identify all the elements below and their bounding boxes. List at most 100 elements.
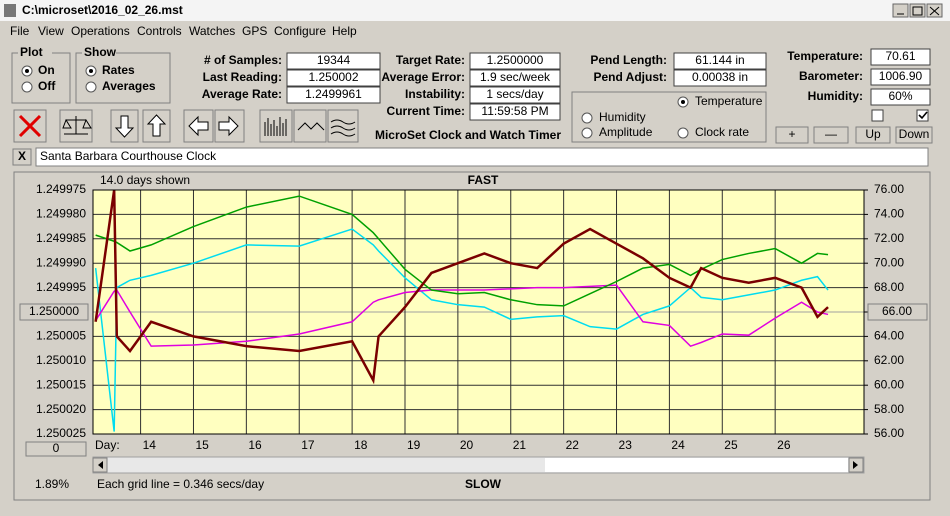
field-value: 1.250002	[308, 70, 358, 84]
field-label: Last Reading:	[203, 70, 282, 84]
button[interactable]	[813, 126, 849, 144]
y2-tick-label: 56.00	[874, 426, 904, 440]
radio[interactable]	[21, 81, 33, 93]
menu-item[interactable]: File	[10, 24, 30, 38]
y-tick-label: 1.249985	[36, 231, 86, 245]
menu-item[interactable]: View	[38, 24, 64, 38]
overlay-radio[interactable]	[677, 127, 689, 139]
field-box	[286, 52, 381, 70]
field-value: 0.00038 in	[692, 70, 748, 84]
menu-item[interactable]: Configure	[274, 24, 326, 38]
overlay-group	[571, 91, 767, 143]
radio-dot	[89, 69, 93, 73]
clear-button-label: X	[18, 149, 26, 163]
field-label: Current Time:	[387, 104, 465, 118]
field-value: 19344	[317, 53, 351, 67]
right-icon	[218, 115, 239, 137]
x-tick-label: 17	[301, 438, 315, 452]
y2-tick-label: 64.00	[874, 329, 904, 343]
wave-button[interactable]	[293, 109, 327, 143]
down-button[interactable]	[110, 109, 139, 143]
scroll-track	[545, 458, 848, 472]
button-label: —	[825, 127, 837, 141]
group-box	[75, 52, 171, 104]
series-line	[95, 284, 829, 348]
field-label: Average Error:	[381, 70, 465, 84]
field-label: Average Rate:	[202, 87, 282, 101]
x-tick-label: 20	[460, 438, 474, 452]
y2-tick-box[interactable]	[867, 303, 928, 321]
y-tick-box[interactable]	[19, 303, 89, 321]
y-tick-label: 1.250000	[29, 304, 79, 318]
field-value: 11:59:58 PM	[481, 104, 548, 118]
wave-icon	[297, 122, 325, 131]
radio-label: On	[38, 63, 55, 77]
field-value: 1.2500000	[487, 53, 544, 67]
checkbox[interactable]	[916, 109, 929, 122]
clock-name-box[interactable]	[35, 147, 929, 167]
field-box	[469, 86, 561, 104]
y-tick-label: 1.250020	[36, 402, 86, 416]
field-value: 1006.90	[879, 69, 923, 83]
group-label-bg	[18, 47, 52, 59]
overlay-radio[interactable]	[581, 112, 593, 124]
x-tick-label: 24	[671, 438, 685, 452]
button[interactable]	[895, 126, 933, 144]
radio-dot	[25, 69, 29, 73]
series-line	[94, 189, 829, 385]
menu-item[interactable]: Watches	[189, 24, 235, 38]
balance-icon	[62, 116, 92, 135]
waves-button[interactable]	[327, 109, 359, 143]
button[interactable]	[855, 126, 891, 144]
y2-tick-label: 70.00	[874, 255, 904, 269]
field-box	[870, 48, 931, 66]
y-tick-label: 1.250005	[36, 329, 86, 343]
field-box	[673, 52, 767, 70]
field-value: 61.144 in	[695, 53, 744, 67]
y2-tick-label: 72.00	[874, 231, 904, 245]
chart-footer: SLOW	[465, 477, 502, 491]
minimize-button[interactable]	[892, 3, 909, 18]
group-label: Plot	[20, 45, 43, 59]
percent-label: 1.89%	[35, 477, 69, 491]
x-tick-label: 22	[566, 438, 580, 452]
y2-tick-label: 76.00	[874, 182, 904, 196]
overlay-label: Clock rate	[695, 125, 749, 139]
up-icon	[146, 114, 167, 137]
menu-item[interactable]: Help	[332, 24, 357, 38]
x-tick-label: 18	[354, 438, 368, 452]
button-label: Up	[865, 127, 881, 141]
menu-item[interactable]: GPS	[242, 24, 267, 38]
overlay-label: Amplitude	[599, 125, 653, 139]
clear-button[interactable]	[12, 148, 32, 166]
radio-label: Averages	[102, 79, 156, 93]
field-label: Instability:	[405, 87, 465, 101]
window-button-icons	[897, 6, 940, 16]
field-box	[673, 69, 767, 87]
field-value: 70.61	[885, 49, 915, 63]
x-tick-label: 19	[407, 438, 421, 452]
y2-tick-label: 60.00	[874, 377, 904, 391]
radio[interactable]	[85, 81, 97, 93]
waves-icon	[330, 119, 356, 137]
y-tick-label: 1.249975	[36, 182, 86, 196]
x-tick-label: 15	[195, 438, 209, 452]
chart-title: FAST	[468, 173, 499, 187]
slider-box[interactable]	[25, 441, 87, 457]
plot-border	[92, 189, 865, 435]
radio-label: Off	[38, 79, 56, 93]
checkbox[interactable]	[871, 109, 884, 122]
button[interactable]	[775, 126, 809, 144]
y-tick-label: 1.249990	[36, 255, 86, 269]
overlay-label: Humidity	[599, 110, 646, 124]
group-label-bg	[82, 47, 116, 59]
field-box	[469, 52, 561, 70]
y-tick-label: 1.250010	[36, 353, 86, 367]
field-value: 60%	[888, 89, 912, 103]
menu-item[interactable]: Controls	[137, 24, 182, 38]
x-tick-label: 26	[777, 438, 791, 452]
overlay-radio[interactable]	[581, 127, 593, 139]
field-label: Temperature:	[787, 49, 863, 63]
menu-item[interactable]: Operations	[71, 24, 130, 38]
